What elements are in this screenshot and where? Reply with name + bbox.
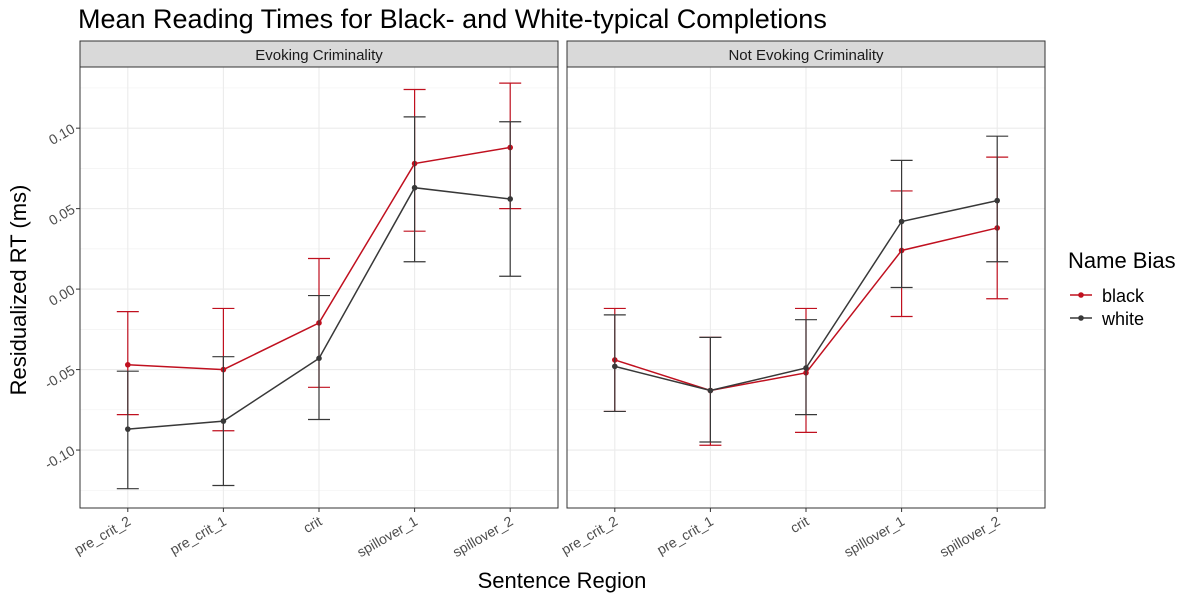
y-tick-label: 0.10 — [46, 120, 78, 148]
data-point-white — [507, 196, 513, 202]
data-point-white — [316, 355, 322, 362]
legend-label: black — [1102, 286, 1145, 306]
facet-panels: Evoking Criminality pre_crit_2 pre_crit_1 c… — [71, 40, 1046, 560]
data-point-white — [125, 426, 131, 432]
facet-strip — [566, 40, 1046, 68]
x-tick-label: spillover_1 — [841, 513, 907, 560]
facet-strip — [79, 40, 559, 68]
y-axis: -0.10 -0.05 0.00 0.05 0.10 — [42, 120, 80, 472]
data-point-white — [994, 197, 1000, 204]
x-tick-label: spillover_2 — [937, 513, 1003, 560]
data-point-white — [220, 418, 227, 424]
y-tick-label: -0.10 — [42, 442, 78, 472]
data-point-white — [803, 365, 809, 371]
y-axis-title: Residualized RT (ms) — [6, 185, 31, 396]
legend-title: Name Bias — [1068, 248, 1176, 273]
data-point-white — [411, 184, 418, 191]
y-tick-label: 0.05 — [46, 201, 78, 229]
facet-panel: Not Evoking Criminality pre_crit_2 pre_cri… — [558, 40, 1046, 560]
x-tick-label: pre_crit_1 — [654, 513, 716, 558]
series-white — [603, 135, 1009, 443]
facet-strip-label: Not Evoking Criminality — [728, 47, 884, 64]
data-point-white — [898, 218, 905, 225]
legend-items: black white — [1070, 286, 1145, 329]
chart-title: Mean Reading Times for Black- and White-… — [78, 4, 827, 34]
legend-item-white: white — [1070, 309, 1144, 329]
error-bar — [603, 314, 626, 413]
x-tick-label: spillover_1 — [354, 513, 420, 560]
legend-label: white — [1101, 309, 1144, 329]
data-point-black — [125, 361, 131, 368]
legend-key-point — [1078, 315, 1084, 321]
x-tick-label: pre_crit_2 — [71, 513, 133, 558]
x-tick-label: pre_crit_2 — [558, 513, 620, 558]
data-point-white — [612, 363, 618, 370]
legend-key-point — [1078, 292, 1084, 298]
x-tick-label: pre_crit_1 — [167, 513, 229, 558]
x-tick-label: spillover_2 — [450, 513, 516, 560]
facet-panel: Evoking Criminality pre_crit_2 pre_crit_1 c… — [71, 40, 559, 560]
legend: Name Bias black white — [1068, 248, 1176, 329]
x-axis-title: Sentence Region — [478, 568, 647, 593]
facet-strip-label: Evoking Criminality — [255, 47, 383, 64]
x-tick-label: crit — [787, 513, 811, 536]
y-tick-label: 0.00 — [46, 281, 78, 309]
legend-item-black: black — [1070, 286, 1145, 306]
y-tick-label: -0.05 — [42, 362, 78, 392]
data-point-white — [707, 387, 714, 394]
series-white — [116, 116, 522, 490]
x-tick-label: crit — [300, 513, 324, 536]
